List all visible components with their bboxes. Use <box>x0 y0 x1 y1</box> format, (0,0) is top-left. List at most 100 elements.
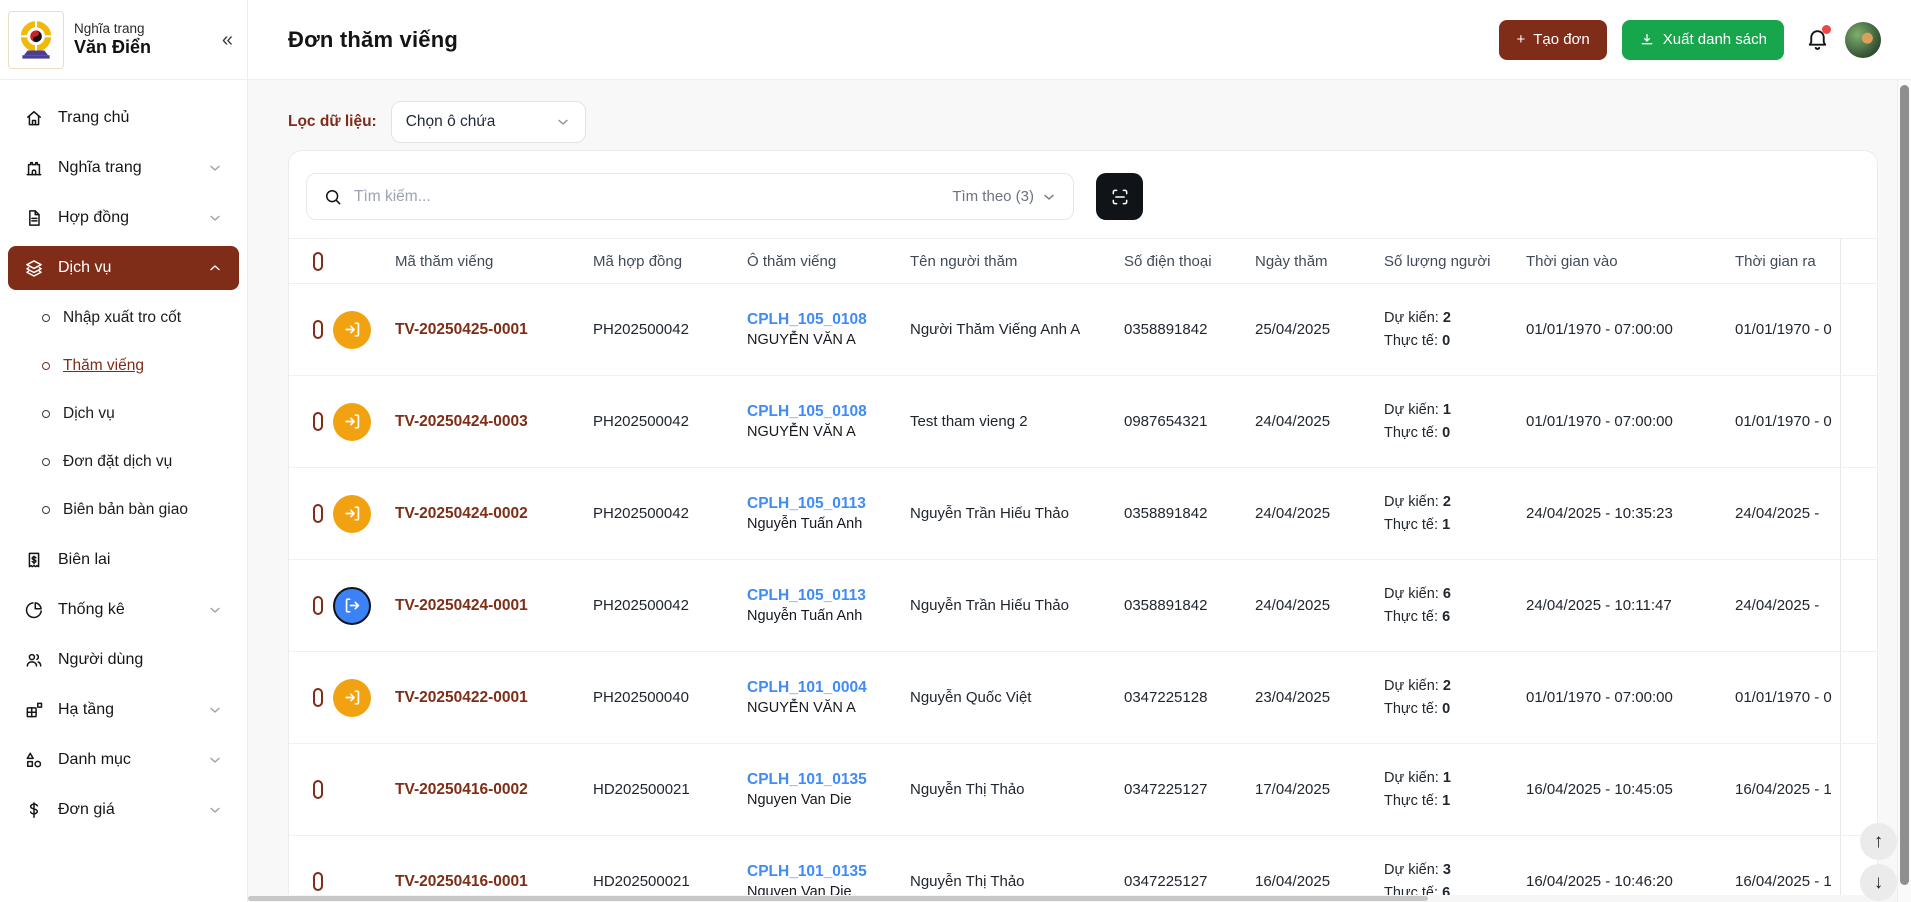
sidebar-item-categories[interactable]: Danh mục <box>8 738 239 782</box>
scroll-to-bottom-button[interactable]: ↓ <box>1860 864 1897 901</box>
sidebar-item-users[interactable]: Người dùng <box>8 638 239 682</box>
sidebar-item-services[interactable]: Dịch vụ <box>8 246 239 290</box>
plot-link[interactable]: CPLH_105_0113 <box>747 587 866 604</box>
receipt-icon <box>24 550 44 570</box>
col-people-count: Số lượng người <box>1384 252 1491 270</box>
col-contract-code: Mã hợp đồng <box>593 252 683 270</box>
row-checkbox[interactable] <box>313 320 323 339</box>
visit-code: TV-20250424-0003 <box>395 412 528 430</box>
contract-code: PH202500042 <box>593 413 689 430</box>
contract-icon <box>24 208 44 228</box>
sidebar-subitem-visits[interactable]: Thăm viếng <box>8 346 239 386</box>
table-header: Mã thăm viếng Mã hợp đồng Ô thăm viếng T… <box>289 238 1877 284</box>
row-checkbox[interactable] <box>313 780 323 799</box>
layers-icon <box>24 258 44 278</box>
arrow-up-icon: ↑ <box>1873 830 1884 852</box>
sidebar-subitem-service-orders[interactable]: Đơn đặt dịch vụ <box>8 442 239 482</box>
row-checkbox[interactable] <box>313 412 323 431</box>
sidebar-item-infrastructure[interactable]: Hạ tầng <box>8 688 239 732</box>
table-row[interactable]: TV-20250416-0002 HD202500021 CPLH_101_01… <box>289 744 1877 836</box>
sidebar-header: Nghĩa trang Văn Điển « <box>0 0 247 80</box>
people-count: Dự kiến: 1 Thực tế: 0 <box>1384 402 1451 441</box>
table-row[interactable]: TV-20250422-0001 PH202500040 CPLH_101_00… <box>289 652 1877 744</box>
visitor-name: Nguyễn Thị Thảo <box>910 781 1025 798</box>
plot-owner: NGUYỄN VĂN A <box>747 424 856 440</box>
chevron-down-icon <box>555 114 571 130</box>
export-list-button[interactable]: Xuất danh sách <box>1621 19 1784 60</box>
vertical-scrollbar-thumb[interactable] <box>1900 85 1909 885</box>
plot-link[interactable]: CPLH_101_0004 <box>747 679 867 696</box>
sidebar-subitem-services[interactable]: Dịch vụ <box>8 394 239 434</box>
sidebar-item-pricing[interactable]: Đơn giá <box>8 788 239 832</box>
time-out: 24/04/2025 - <box>1735 560 1841 651</box>
bullet-icon <box>42 506 50 514</box>
sidebar-item-home[interactable]: Trang chủ <box>8 96 239 140</box>
brand-line2: Văn Điển <box>74 37 152 57</box>
search-input[interactable] <box>354 187 942 206</box>
select-all-checkbox[interactable] <box>313 251 323 271</box>
time-out: 01/01/1970 - 0 <box>1735 284 1841 375</box>
phone: 0347225127 <box>1124 781 1208 798</box>
export-list-label: Xuất danh sách <box>1662 31 1767 48</box>
sidebar-subitem-handover-records[interactable]: Biên bản bàn giao <box>8 490 239 530</box>
user-avatar[interactable] <box>1845 21 1881 58</box>
vertical-scrollbar[interactable] <box>1897 80 1911 902</box>
bullet-icon <box>42 458 50 466</box>
scroll-to-top-button[interactable]: ↑ <box>1860 823 1897 860</box>
check-in-icon[interactable] <box>333 402 371 441</box>
sidebar-item-label: Danh mục <box>58 751 131 768</box>
services-submenu: Nhập xuất tro cốt Thăm viếng Dịch vụ Đơn… <box>8 298 239 530</box>
sidebar-item-contracts[interactable]: Hợp đồng <box>8 196 239 240</box>
horizontal-scrollbar-thumb[interactable] <box>248 896 1428 901</box>
sidebar-item-statistics[interactable]: Thống kê <box>8 588 239 632</box>
page-title: Đơn thăm viếng <box>288 26 459 52</box>
scan-qr-button[interactable] <box>1096 173 1143 220</box>
brand-line1: Nghĩa trang <box>74 21 145 36</box>
visit-date: 25/04/2025 <box>1255 321 1331 338</box>
visitor-name: Nguyễn Thị Thảo <box>910 873 1025 890</box>
visit-date: 23/04/2025 <box>1255 689 1331 706</box>
notification-bell[interactable] <box>1805 25 1831 52</box>
sidebar-item-label: Đơn giá <box>58 801 115 818</box>
col-visitor-name: Tên người thăm <box>910 252 1018 270</box>
plot-link[interactable]: CPLH_105_0108 <box>747 403 867 420</box>
table-row[interactable]: TV-20250424-0002 PH202500042 CPLH_105_01… <box>289 468 1877 560</box>
sidebar-item-receipts[interactable]: Biên lai <box>8 538 239 582</box>
plot-link[interactable]: CPLH_105_0113 <box>747 495 866 512</box>
table-row[interactable]: TV-20250416-0001 HD202500021 CPLH_101_01… <box>289 836 1877 902</box>
table-row[interactable]: TV-20250425-0001 PH202500042 CPLH_105_01… <box>289 284 1877 376</box>
row-checkbox[interactable] <box>313 504 323 523</box>
container-filter-select[interactable]: Chọn ô chứa <box>390 101 586 143</box>
check-in-icon[interactable] <box>333 310 371 349</box>
horizontal-scrollbar[interactable] <box>248 895 1897 902</box>
table-row[interactable]: TV-20250424-0003 PH202500042 CPLH_105_01… <box>289 376 1877 468</box>
sidebar-subitem-ash-import-export[interactable]: Nhập xuất tro cốt <box>8 298 239 338</box>
time-in: 01/01/1970 - 07:00:00 <box>1526 689 1673 706</box>
check-in-icon[interactable] <box>333 494 371 533</box>
search-row: Tìm theo (3) <box>289 173 1877 220</box>
sidebar: Nghĩa trang Văn Điển « Trang chủ Nghĩa t… <box>0 0 248 902</box>
visits-card: Tìm theo (3) Mã thăm viếng Mã hợp đồng <box>288 150 1878 902</box>
table-row[interactable]: TV-20250424-0001 PH202500042 CPLH_105_01… <box>289 560 1877 652</box>
sidebar-item-label: Thống kê <box>58 601 125 618</box>
contract-code: PH202500042 <box>593 597 689 614</box>
check-out-icon[interactable] <box>333 586 371 625</box>
sidebar-collapse-icon[interactable]: « <box>221 28 233 51</box>
sidebar-item-cemetery[interactable]: Nghĩa trang <box>8 146 239 190</box>
row-checkbox[interactable] <box>313 872 323 891</box>
row-checkbox[interactable] <box>313 596 323 615</box>
plot-link[interactable]: CPLH_101_0135 <box>747 863 867 880</box>
plot-link[interactable]: CPLH_101_0135 <box>747 771 867 788</box>
search-by-dropdown[interactable]: Tìm theo (3) <box>952 188 1057 205</box>
people-count: Dự kiến: 1 Thực tế: 1 <box>1384 770 1451 809</box>
sidebar-item-label: Hợp đồng <box>58 209 129 226</box>
check-in-icon[interactable] <box>333 678 371 717</box>
plot-owner: Nguyen Van Die <box>747 792 852 808</box>
row-checkbox[interactable] <box>313 688 323 707</box>
plot-link[interactable]: CPLH_105_0108 <box>747 311 867 328</box>
create-order-button[interactable]: + Tạo đơn <box>1499 19 1607 60</box>
filter-row: Lọc dữ liệu: Chọn ô chứa <box>288 101 1911 143</box>
contract-code: PH202500040 <box>593 689 689 706</box>
search-by-label: Tìm theo (3) <box>952 188 1034 205</box>
